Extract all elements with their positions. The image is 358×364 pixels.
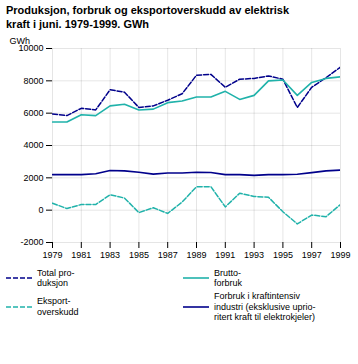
svg-text:1991: 1991 (215, 249, 235, 259)
svg-text:1995: 1995 (273, 249, 293, 259)
svg-text:4000: 4000 (23, 140, 43, 150)
html-text:Forbruk i kraftintensiv indust: Forbruk i kraftintensiv industri (eksklu… (214, 291, 316, 322)
html-text:Produksjon, forbruk og eksport: Produksjon, forbruk og eksportoverskudd … (6, 4, 289, 30)
svg-text:1999: 1999 (330, 249, 350, 259)
svg-text:2000: 2000 (23, 172, 43, 182)
svg-text:1997: 1997 (302, 249, 322, 259)
html-text:Total pro- duksjon: Total pro- duksjon (37, 267, 75, 288)
svg-text:1983: 1983 (100, 249, 120, 259)
svg-text:1989: 1989 (186, 249, 206, 259)
svg-text:1981: 1981 (71, 249, 91, 259)
svg-text:1993: 1993 (244, 249, 264, 259)
svg-text:6000: 6000 (23, 108, 43, 118)
html-text:Eksport- overskudd: Eksport- overskudd (37, 296, 79, 317)
html-text:Brutto- forbruk: Brutto- forbruk (214, 267, 242, 288)
svg-text:1979: 1979 (42, 249, 62, 259)
svg-text:1985: 1985 (129, 249, 149, 259)
svg-text:10000: 10000 (18, 42, 44, 53)
svg-text:-2000: -2000 (20, 237, 43, 247)
svg-text:8000: 8000 (23, 75, 43, 85)
svg-text:GWh: GWh (10, 35, 31, 45)
svg-text:1987: 1987 (158, 249, 178, 259)
svg-text:0: 0 (38, 205, 43, 215)
